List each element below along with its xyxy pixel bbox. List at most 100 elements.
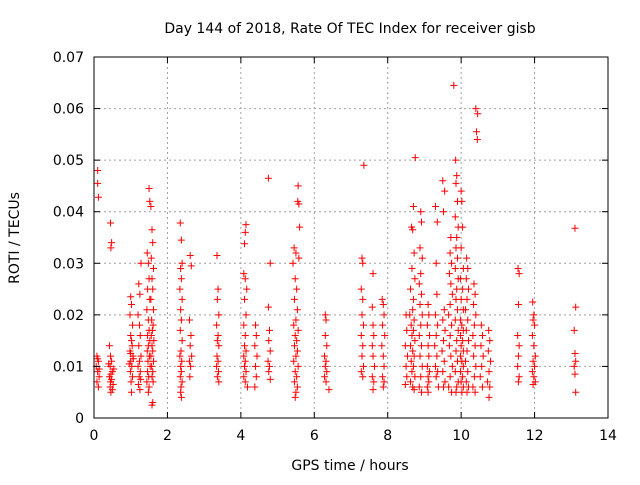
data-point bbox=[469, 383, 477, 391]
data-point bbox=[369, 386, 377, 394]
data-point bbox=[148, 226, 156, 234]
data-point bbox=[379, 373, 387, 381]
data-point bbox=[418, 254, 426, 262]
data-point bbox=[127, 301, 135, 309]
data-point bbox=[148, 373, 156, 381]
data-point bbox=[485, 393, 493, 401]
data-point bbox=[423, 362, 431, 370]
data-point bbox=[470, 373, 478, 381]
data-point bbox=[441, 326, 449, 334]
data-point bbox=[127, 388, 135, 396]
data-point bbox=[135, 342, 143, 350]
data-point bbox=[147, 203, 155, 211]
data-point bbox=[147, 352, 155, 360]
data-point bbox=[186, 252, 194, 260]
data-point bbox=[529, 357, 537, 365]
x-tick-label: 8 bbox=[383, 428, 392, 444]
data-point bbox=[486, 337, 494, 345]
data-point bbox=[417, 290, 425, 298]
data-point bbox=[432, 373, 440, 381]
data-point bbox=[456, 352, 464, 360]
data-point bbox=[402, 311, 410, 319]
data-point bbox=[463, 254, 471, 262]
data-point bbox=[476, 373, 484, 381]
data-point bbox=[137, 352, 145, 360]
data-point bbox=[379, 321, 387, 329]
data-point bbox=[242, 311, 250, 319]
data-point bbox=[417, 342, 425, 350]
data-point bbox=[359, 259, 367, 267]
data-point bbox=[457, 187, 465, 195]
data-point bbox=[148, 362, 156, 370]
data-point bbox=[291, 368, 299, 376]
data-point bbox=[445, 270, 453, 278]
data-point bbox=[571, 350, 579, 358]
data-point bbox=[176, 373, 184, 381]
data-point bbox=[470, 301, 478, 309]
data-point bbox=[464, 368, 472, 376]
data-point bbox=[143, 306, 151, 314]
data-point bbox=[149, 239, 157, 247]
data-point bbox=[402, 362, 410, 370]
data-point bbox=[325, 386, 333, 394]
data-point bbox=[459, 285, 467, 293]
data-point bbox=[408, 368, 416, 376]
data-point bbox=[380, 362, 388, 370]
data-point bbox=[411, 275, 419, 283]
data-point bbox=[147, 254, 155, 262]
data-point bbox=[136, 386, 144, 394]
data-point bbox=[368, 303, 376, 311]
data-point bbox=[185, 357, 193, 365]
data-point bbox=[472, 105, 480, 113]
data-point bbox=[515, 342, 523, 350]
data-point bbox=[407, 321, 415, 329]
data-point bbox=[530, 342, 538, 350]
data-point bbox=[107, 388, 115, 396]
data-point bbox=[265, 326, 273, 334]
data-point bbox=[177, 362, 185, 370]
data-point bbox=[380, 378, 388, 386]
data-point bbox=[416, 352, 424, 360]
data-point bbox=[439, 316, 447, 324]
data-point bbox=[213, 295, 221, 303]
data-point bbox=[214, 357, 222, 365]
data-point bbox=[137, 259, 145, 267]
data-point bbox=[463, 295, 471, 303]
data-point bbox=[293, 337, 301, 345]
data-point bbox=[136, 331, 144, 339]
data-point bbox=[453, 254, 461, 262]
data-point bbox=[105, 360, 113, 368]
data-point bbox=[416, 301, 424, 309]
data-point bbox=[451, 264, 459, 272]
data-point bbox=[144, 388, 152, 396]
data-point bbox=[143, 378, 151, 386]
data-point bbox=[360, 161, 368, 169]
data-point bbox=[243, 285, 251, 293]
data-point bbox=[294, 362, 302, 370]
data-point bbox=[433, 218, 441, 226]
data-point bbox=[241, 295, 249, 303]
data-point bbox=[251, 342, 259, 350]
data-point bbox=[177, 306, 185, 314]
data-point bbox=[127, 337, 135, 345]
data-point bbox=[323, 342, 331, 350]
data-point bbox=[425, 352, 433, 360]
x-tick-label: 4 bbox=[236, 428, 245, 444]
data-point bbox=[213, 337, 221, 345]
data-point bbox=[177, 393, 185, 401]
data-point bbox=[368, 342, 376, 350]
x-tick-label: 0 bbox=[90, 428, 99, 444]
data-point bbox=[381, 331, 389, 339]
data-point bbox=[410, 249, 418, 257]
data-point bbox=[379, 352, 387, 360]
data-point bbox=[486, 383, 494, 391]
tick-labels: 0 2 4 6 8 10 12 14 0 0.01 0.02 0.03 0.04 0.05 0.06 0.07 bbox=[53, 50, 617, 444]
data-point bbox=[290, 342, 298, 350]
x-tick-label: 14 bbox=[599, 428, 617, 444]
data-point bbox=[473, 128, 481, 136]
data-point bbox=[409, 203, 417, 211]
data-point bbox=[295, 254, 303, 262]
data-point bbox=[176, 219, 184, 227]
data-point bbox=[321, 373, 329, 381]
